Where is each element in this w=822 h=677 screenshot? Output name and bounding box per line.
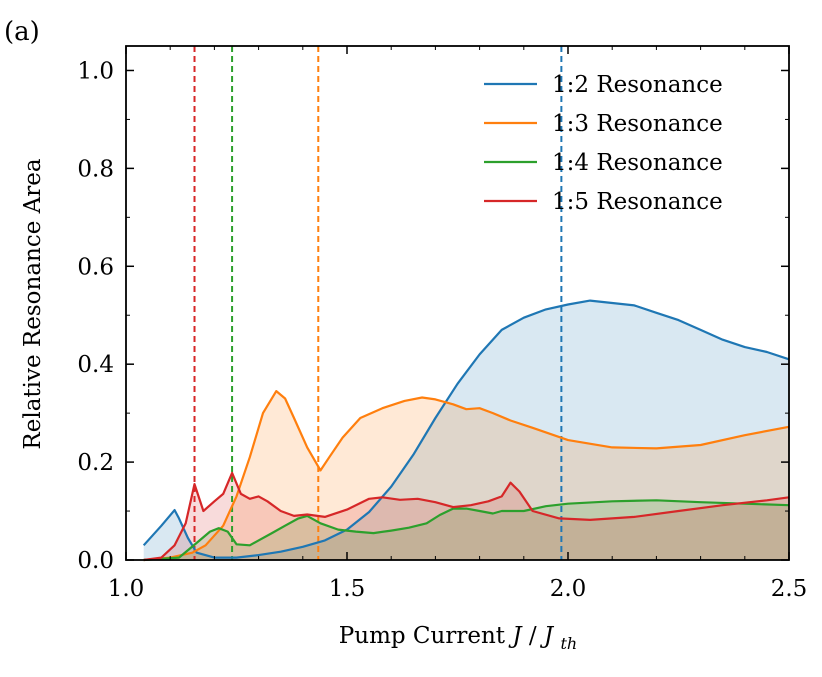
x-tick-label: 1.5 — [329, 576, 366, 602]
y-axis-label: Relative Resonance Area — [20, 158, 46, 449]
series-line-1-5-resonance — [143, 471, 790, 562]
x-axis-label-sub: th — [560, 634, 577, 653]
y-tick-label: 0.6 — [77, 254, 114, 280]
x-tick-label: 1.0 — [108, 576, 145, 602]
area-fill-1-5-resonance — [143, 472, 789, 560]
legend-label-1-2-resonance: 1:2 Resonance — [552, 72, 723, 98]
y-tick-label: 0.2 — [77, 450, 114, 476]
x-axis-label-text: Pump Current — [339, 623, 506, 649]
y-tick-label: 0.4 — [77, 352, 114, 378]
axis-ticks: 1.0 1.5 2.0 2.5 0.0 0.2 0.4 0.6 0.8 1.0 — [77, 46, 807, 602]
y-tick-label: 0.8 — [77, 156, 114, 182]
legend-label-1-5-resonance: 1:5 Resonance — [552, 189, 723, 215]
threshold-lines — [193, 46, 563, 560]
area-fill-1-2-resonance — [143, 300, 789, 560]
legend: 1:2 Resonance 1:3 Resonance 1:4 Resonance 1… — [484, 72, 723, 215]
x-axis-label: Pump Current J / J th — [339, 623, 577, 653]
legend-label-1-4-resonance: 1:4 Resonance — [552, 150, 723, 176]
panel-label: (a) — [4, 17, 40, 47]
y-tick-label: 1.0 — [77, 58, 114, 84]
x-axis-label-j2: J — [540, 623, 555, 649]
series-line-1-2-resonance — [142, 299, 790, 559]
series-lines — [142, 299, 790, 562]
legend-label-1-3-resonance: 1:3 Resonance — [552, 111, 723, 137]
series-line-1-4-resonance — [143, 499, 790, 562]
y-tick-label: 0.0 — [77, 548, 114, 574]
x-tick-label: 2.0 — [550, 576, 587, 602]
area-fills — [143, 300, 789, 560]
x-axis-label-j: J — [508, 623, 523, 649]
plot-frame — [125, 45, 790, 561]
x-tick-label: 2.5 — [771, 576, 808, 602]
x-axis-label-slash: / — [529, 623, 544, 649]
